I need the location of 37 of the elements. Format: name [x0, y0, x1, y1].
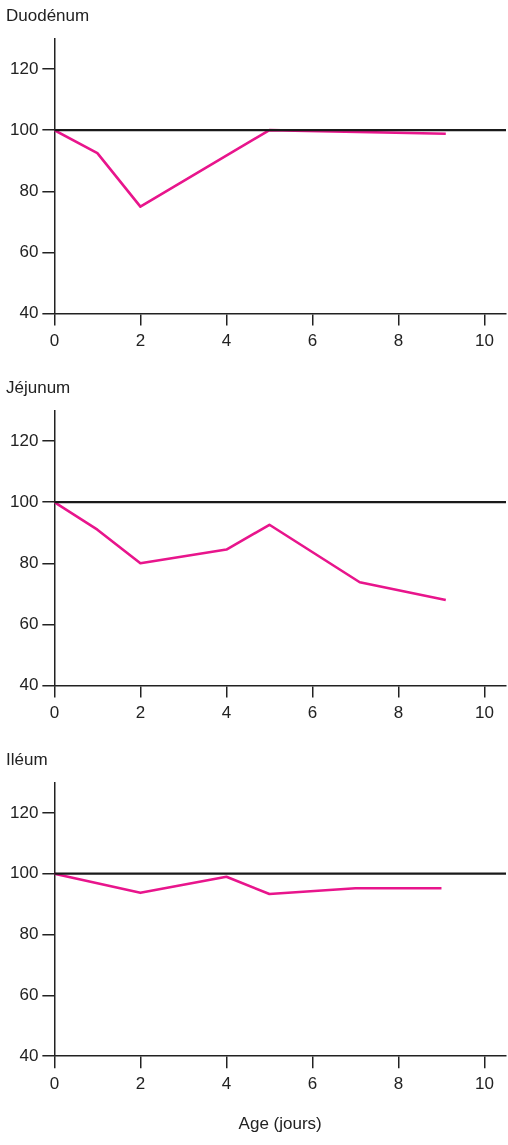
chart-title: Duodénum — [6, 5, 90, 25]
y-tick-label: 120 — [9, 802, 39, 822]
x-tick-label: 0 — [49, 703, 60, 723]
y-tick-label: 60 — [19, 242, 39, 262]
x-tick-label: 10 — [475, 1074, 494, 1094]
x-tick-label: 2 — [135, 703, 146, 723]
y-tick-label: 100 — [9, 863, 39, 883]
y-tick-label: 40 — [19, 1045, 39, 1065]
x-tick-label: 4 — [221, 703, 232, 723]
chart-title: Iléum — [6, 749, 48, 769]
y-tick-label: 40 — [19, 675, 39, 695]
x-tick-label: 4 — [221, 1074, 232, 1094]
x-tick-label: 8 — [393, 331, 404, 351]
y-tick-label: 120 — [9, 58, 39, 78]
x-tick-label: 8 — [393, 703, 404, 723]
y-tick-label: 40 — [19, 303, 39, 323]
x-tick-label: 4 — [221, 331, 232, 351]
x-tick-label: 10 — [475, 331, 494, 351]
y-tick-label: 60 — [19, 614, 39, 634]
chart-title: Jéjunum — [6, 377, 71, 397]
y-tick-label: 120 — [9, 430, 39, 450]
y-tick-label: 80 — [19, 552, 39, 572]
x-tick-label: 8 — [393, 1074, 404, 1094]
y-tick-label: 60 — [19, 985, 39, 1005]
y-tick-label: 80 — [19, 924, 39, 944]
x-axis-title: Age (jours) — [238, 1114, 322, 1134]
y-tick-label: 100 — [9, 491, 39, 511]
x-tick-label: 6 — [307, 703, 318, 723]
x-tick-label: 0 — [49, 331, 60, 351]
x-tick-label: 6 — [307, 1074, 318, 1094]
x-tick-label: 0 — [49, 1074, 60, 1094]
y-tick-label: 80 — [19, 180, 39, 200]
x-tick-label: 2 — [135, 1074, 146, 1094]
x-tick-label: 6 — [307, 331, 318, 351]
x-tick-label: 2 — [135, 331, 146, 351]
x-tick-label: 10 — [475, 703, 494, 723]
y-tick-label: 100 — [9, 119, 39, 139]
